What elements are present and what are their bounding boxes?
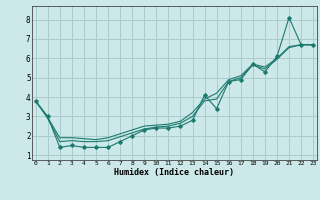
X-axis label: Humidex (Indice chaleur): Humidex (Indice chaleur) bbox=[115, 168, 234, 177]
